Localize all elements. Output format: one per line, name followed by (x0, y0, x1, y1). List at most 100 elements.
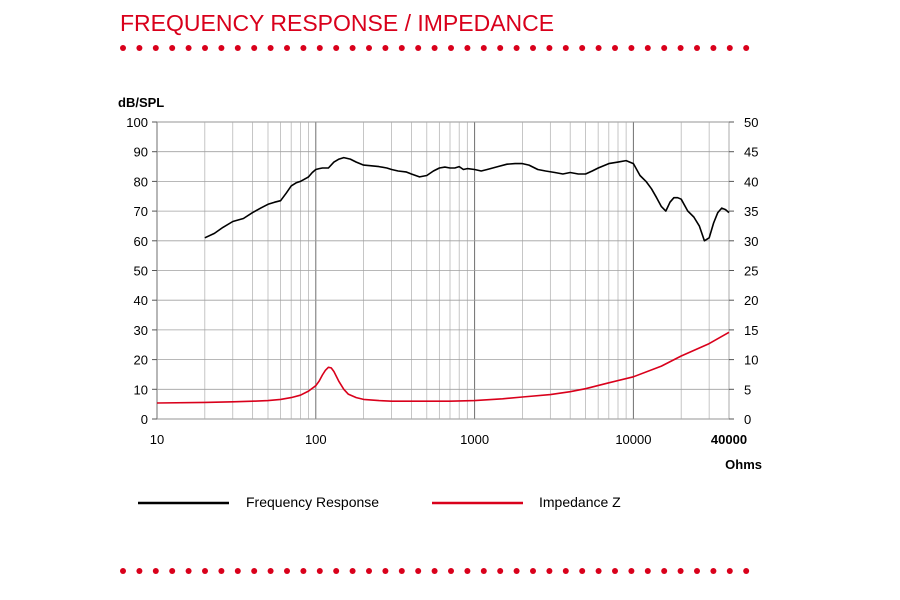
y2-tick-label: 10 (744, 353, 758, 368)
divider-dot (497, 568, 503, 574)
divider-dot (514, 568, 520, 574)
y-tick-label: 20 (134, 353, 148, 368)
divider-dot (317, 45, 323, 51)
divider-dot (415, 568, 421, 574)
impedance-line (157, 332, 729, 403)
divider-dot (153, 568, 159, 574)
divider-dot (300, 568, 306, 574)
divider-dot (235, 45, 241, 51)
divider-dot (596, 45, 602, 51)
y-tick-label: 0 (141, 412, 148, 427)
divider-dot (514, 45, 520, 51)
divider-dot (268, 45, 274, 51)
y-tick-label: 80 (134, 174, 148, 189)
y-tick-label: 50 (134, 264, 148, 279)
y-tick-label: 40 (134, 293, 148, 308)
divider-dot (382, 568, 388, 574)
divider-dot (481, 45, 487, 51)
y-tick-label: 90 (134, 145, 148, 160)
y2-tick-label: 15 (744, 323, 758, 338)
y-tick-label: 60 (134, 234, 148, 249)
divider-dot (415, 45, 421, 51)
divider-dot (645, 45, 651, 51)
divider-dot (743, 568, 749, 574)
divider-dot (579, 568, 585, 574)
divider-dot (251, 568, 257, 574)
divider-dot (235, 568, 241, 574)
divider-dot (464, 568, 470, 574)
page-title: FREQUENCY RESPONSE / IMPEDANCE (120, 10, 554, 36)
x-tick-label: 1000 (460, 432, 489, 447)
divider-dot (202, 45, 208, 51)
divider-dot (628, 45, 634, 51)
divider-dot (186, 45, 192, 51)
divider-dot (645, 568, 651, 574)
divider-dot (169, 568, 175, 574)
y2-tick-label: 5 (744, 382, 751, 397)
divider-dot (710, 568, 716, 574)
y-axis-right-ticks: 0 5 10 15 20 25 30 35 40 45 50 (729, 115, 758, 427)
divider-dot (530, 45, 536, 51)
dotted-divider-bottom (120, 568, 749, 574)
divider-dot (382, 45, 388, 51)
divider-dot (563, 45, 569, 51)
x-tick-label: 10000 (615, 432, 651, 447)
divider-dot (628, 568, 634, 574)
x-tick-label: 40000 (711, 432, 747, 447)
divider-dot (661, 45, 667, 51)
y-axis-left-ticks: 0 10 20 30 40 50 60 70 80 90 100 (126, 115, 157, 427)
y2-tick-label: 20 (744, 293, 758, 308)
x-tick-label: 100 (305, 432, 327, 447)
divider-dot (464, 45, 470, 51)
divider-dot (317, 568, 323, 574)
divider-dot (333, 568, 339, 574)
divider-dot (694, 568, 700, 574)
divider-dot (350, 568, 356, 574)
divider-dot (284, 568, 290, 574)
y-tick-label: 30 (134, 323, 148, 338)
divider-dot (366, 568, 372, 574)
y-tick-label: 10 (134, 382, 148, 397)
y2-tick-label: 40 (744, 174, 758, 189)
divider-dot (202, 568, 208, 574)
divider-dot (497, 45, 503, 51)
divider-dot (448, 45, 454, 51)
y2-tick-label: 50 (744, 115, 758, 130)
divider-dot (448, 568, 454, 574)
frequency-response-line (205, 158, 729, 241)
divider-dot (546, 45, 552, 51)
divider-dot (268, 568, 274, 574)
divider-dot (678, 45, 684, 51)
divider-dot (661, 568, 667, 574)
divider-dot (530, 568, 536, 574)
y-axis-label: dB/SPL (118, 95, 164, 110)
divider-dot (399, 45, 405, 51)
divider-dot (153, 45, 159, 51)
y2-tick-label: 0 (744, 412, 751, 427)
divider-dot (710, 45, 716, 51)
divider-dot (136, 45, 142, 51)
divider-dot (218, 568, 224, 574)
divider-dot (218, 45, 224, 51)
divider-dot (432, 45, 438, 51)
divider-dot (284, 45, 290, 51)
divider-dot (136, 568, 142, 574)
divider-dot (432, 568, 438, 574)
divider-dot (350, 45, 356, 51)
y2-axis-label: Ohms (725, 457, 762, 472)
divider-dot (186, 568, 192, 574)
y2-tick-label: 45 (744, 145, 758, 160)
divider-dot (612, 568, 618, 574)
chart-series (157, 158, 729, 403)
legend-label: Impedance Z (539, 494, 621, 510)
divider-dot (366, 45, 372, 51)
divider-dot (120, 45, 126, 51)
divider-dot (678, 568, 684, 574)
divider-dot (120, 568, 126, 574)
legend-label: Frequency Response (246, 494, 379, 510)
divider-dot (596, 568, 602, 574)
y-tick-label: 70 (134, 204, 148, 219)
divider-dot (481, 568, 487, 574)
divider-dot (333, 45, 339, 51)
